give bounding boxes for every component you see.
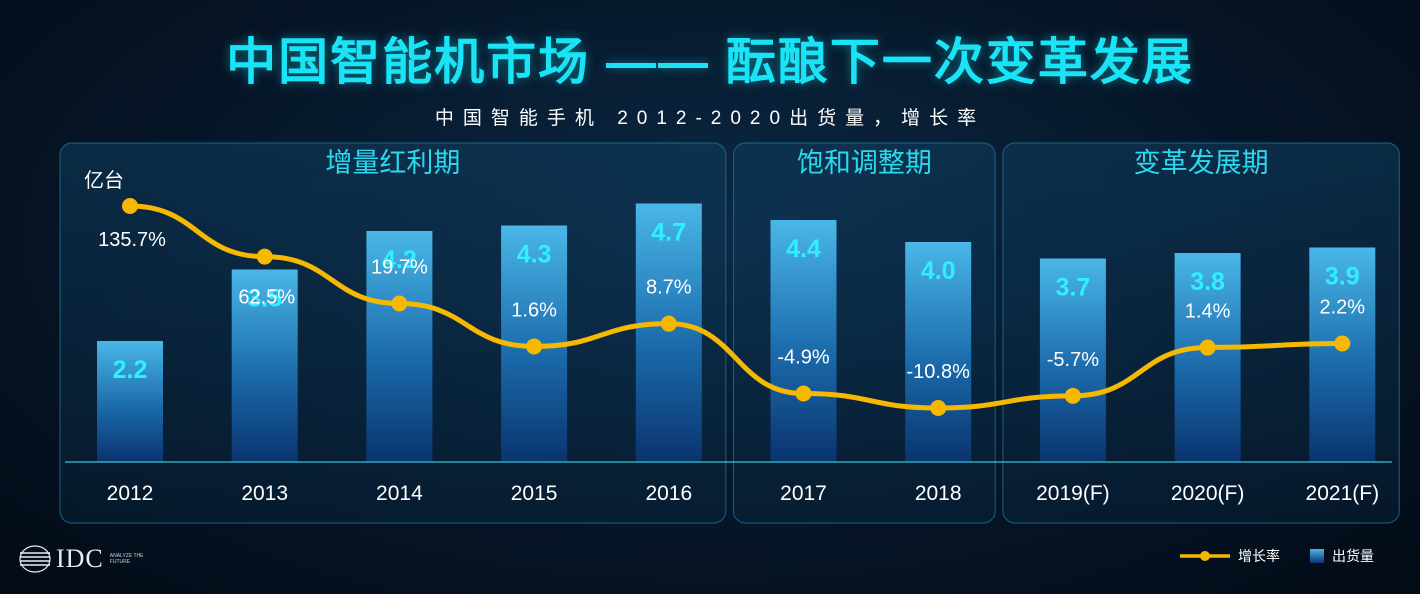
bar	[770, 220, 837, 462]
growth-point	[1334, 335, 1351, 352]
chart-title: 中国智能机市场 —— 酝酿下一次变革发展	[226, 34, 1194, 90]
growth-point	[391, 295, 408, 312]
growth-point	[526, 338, 543, 355]
bar	[1174, 253, 1241, 462]
growth-value-label: 1.6%	[511, 299, 557, 321]
growth-point	[930, 400, 947, 416]
brand-tagline: ANALYZE THE FUTURE	[109, 553, 144, 565]
idc-logo: IDC ANALYZE THE FUTURE	[18, 544, 144, 574]
x-tick-label: 2021(F)	[1306, 482, 1380, 505]
phase-label: 饱和调整期	[797, 148, 932, 178]
growth-value-label: 1.4%	[1185, 301, 1231, 323]
legend-item-shipment: 出货量	[1310, 546, 1374, 566]
bar	[1309, 247, 1376, 462]
growth-value-label: 62.5%	[238, 287, 295, 309]
legend-label-shipment: 出货量	[1332, 548, 1374, 564]
bar	[635, 203, 702, 462]
phase-label: 变革发展期	[1134, 148, 1269, 178]
x-tick-label: 2020(F)	[1171, 482, 1245, 505]
x-tick-label: 2019(F)	[1036, 482, 1110, 505]
growth-point	[1199, 339, 1216, 356]
bar-value-label: 3.5	[247, 285, 282, 313]
chart-subtitle: 中国智能手机 2012-2020出货量，增长率	[434, 108, 986, 129]
bar-value-label: 3.9	[1325, 263, 1360, 291]
growth-value-label: 8.7%	[646, 277, 692, 299]
bar-value-label: 4.4	[786, 235, 821, 263]
y-axis-label: 亿台	[84, 169, 124, 192]
phase-label: 增量红利期	[325, 148, 460, 178]
bar	[231, 269, 298, 462]
growth-point	[795, 385, 812, 402]
bar	[905, 242, 972, 462]
bar-value-label: 4.2	[382, 246, 417, 274]
legend-item-growth: 增长率	[1180, 546, 1280, 566]
growth-value-label: 135.7%	[98, 229, 166, 251]
growth-line	[129, 203, 1343, 411]
growth-value-label: -4.9%	[777, 346, 829, 368]
bar-value-label: 4.0	[921, 257, 956, 285]
growth-value-label: 19.7%	[371, 257, 428, 279]
growth-point	[660, 315, 677, 332]
bar	[1039, 258, 1106, 462]
x-tick-label: 2017	[780, 482, 827, 505]
bar-value-label: 4.3	[517, 241, 552, 269]
legend-bar-icon	[1310, 549, 1324, 563]
growth-point	[122, 198, 138, 214]
bar-value-label: 2.2	[113, 356, 148, 384]
growth-point	[1064, 387, 1081, 404]
bar-value-label: 4.7	[651, 219, 686, 247]
legend: 增长率 出货量	[1180, 546, 1404, 566]
bar-value-label: 3.8	[1190, 268, 1225, 296]
x-tick-label: 2014	[376, 482, 423, 505]
brand-name: IDC	[56, 544, 104, 573]
bar	[97, 341, 163, 462]
x-tick-label: 2016	[645, 482, 692, 505]
bar-value-label: 3.7	[1056, 274, 1091, 302]
legend-label-growth: 增长率	[1238, 548, 1280, 564]
bar	[366, 231, 433, 462]
x-tick-label: 2018	[915, 482, 962, 505]
x-tick-label: 2015	[511, 482, 558, 505]
growth-value-label: -5.7%	[1047, 349, 1099, 371]
growth-value-label: -10.8%	[907, 361, 971, 383]
globe-icon	[19, 545, 51, 573]
x-tick-label: 2012	[107, 482, 154, 505]
legend-line-icon	[1180, 551, 1230, 561]
x-tick-label: 2013	[241, 482, 288, 505]
growth-point	[256, 248, 273, 265]
growth-value-label: 2.2%	[1320, 296, 1366, 318]
